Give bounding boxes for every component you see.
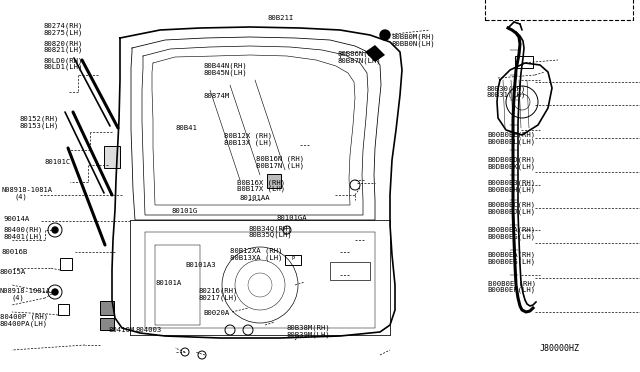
Text: B00B0EA(RH): B00B0EA(RH) [488,251,536,258]
Text: 80016B: 80016B [1,249,28,255]
Circle shape [52,289,58,295]
Text: 80B38M(RH): 80B38M(RH) [287,325,330,331]
Text: (4): (4) [14,193,27,200]
Text: 80101GA: 80101GA [276,215,307,221]
Text: 80216(RH): 80216(RH) [198,288,238,294]
Text: 80B41: 80B41 [176,125,198,131]
Text: B0B16X (RH): B0B16X (RH) [237,179,285,186]
Text: B00B0EL(LH): B00B0EL(LH) [488,138,536,145]
Polygon shape [365,45,385,62]
Text: 80400(RH): 80400(RH) [3,227,43,233]
Text: 80401(LH): 80401(LH) [3,233,43,240]
Text: 80217(LH): 80217(LH) [198,294,238,301]
Text: 80821(LH): 80821(LH) [44,47,83,54]
Text: B00B0EJ(LH): B00B0EJ(LH) [488,208,536,215]
Text: 80101AA: 80101AA [240,195,271,201]
Text: B0DB0ED(RH): B0DB0ED(RH) [488,157,536,163]
Text: 80874M: 80874M [204,93,230,99]
Text: 80B45N(LH): 80B45N(LH) [204,70,247,76]
Text: 80400PA(LH): 80400PA(LH) [0,320,48,327]
Text: (4): (4) [12,294,24,301]
FancyBboxPatch shape [104,146,120,168]
Text: B00B0E (RH): B00B0E (RH) [488,280,536,287]
Text: 80BB0M(RH): 80BB0M(RH) [392,34,435,41]
Text: J80000HZ: J80000HZ [540,344,580,353]
Text: 80B86N(RH): 80B86N(RH) [338,51,381,57]
Text: 80B13XA (LH): 80B13XA (LH) [230,254,283,261]
Text: 80B16N (RH): 80B16N (RH) [256,156,304,163]
Text: B00B0EG(LH): B00B0EG(LH) [488,258,536,265]
Text: 80B44N(RH): 80B44N(RH) [204,63,247,70]
Text: 80B30(RH): 80B30(RH) [486,85,526,92]
Text: 80LD1(LH): 80LD1(LH) [44,64,83,70]
Text: 80400P (RH): 80400P (RH) [0,314,48,320]
Text: B00B0EA(RH): B00B0EA(RH) [488,227,536,233]
Text: 80152(RH): 80152(RH) [19,116,59,122]
FancyBboxPatch shape [267,174,281,188]
Text: 804003: 804003 [136,327,162,333]
FancyBboxPatch shape [100,301,114,315]
Text: 80274(RH): 80274(RH) [44,23,83,29]
Text: 80101G: 80101G [172,208,198,214]
Text: 80101C: 80101C [45,159,71,165]
Text: 80B17N (LH): 80B17N (LH) [256,163,304,169]
Text: P: P [291,257,294,262]
Text: 80B12X (RH): 80B12X (RH) [224,132,272,139]
Text: B00B0EC(RH): B00B0EC(RH) [488,201,536,208]
Text: 80B35Q(LH): 80B35Q(LH) [248,232,292,238]
Text: 80B87N(LH): 80B87N(LH) [338,57,381,64]
Text: B00B0EF(LH): B00B0EF(LH) [488,287,536,294]
Text: 80B21I: 80B21I [268,15,294,21]
Text: 80820(RH): 80820(RH) [44,40,83,47]
Text: B00B0EH(LH): B00B0EH(LH) [488,186,536,193]
Text: B00B0EG(LH): B00B0EG(LH) [488,233,536,240]
Circle shape [52,227,58,233]
Text: 80B12XA (RH): 80B12XA (RH) [230,248,283,254]
FancyBboxPatch shape [100,318,114,330]
Text: B00B0E3(RH): B00B0E3(RH) [488,180,536,186]
Text: B0DB0EK(LH): B0DB0EK(LH) [488,163,536,170]
Text: 80275(LH): 80275(LH) [44,29,83,36]
Text: 80410M: 80410M [109,327,135,333]
Text: N08918-1081A: N08918-1081A [1,187,52,193]
Text: 80101A: 80101A [156,280,182,286]
Text: 80153(LH): 80153(LH) [19,122,59,129]
Text: N08918-1081A: N08918-1081A [0,288,51,294]
Text: B0B17X (LH): B0B17X (LH) [237,186,285,192]
Text: 80B13X (LH): 80B13X (LH) [224,139,272,146]
Text: B0020A: B0020A [204,310,230,316]
Text: 80BB0N(LH): 80BB0N(LH) [392,41,435,47]
Text: 80015A: 80015A [0,269,26,275]
Text: 80B34Q(RH): 80B34Q(RH) [248,225,292,232]
Text: B0101A3: B0101A3 [186,262,216,268]
Text: 80LD0(RH): 80LD0(RH) [44,57,83,64]
Circle shape [380,30,390,40]
Text: 80B39M(LH): 80B39M(LH) [287,331,330,338]
Text: 80B31(LH): 80B31(LH) [486,92,526,99]
Text: B00B0EE(RH): B00B0EE(RH) [488,131,536,138]
Text: 90014A: 90014A [3,217,29,222]
